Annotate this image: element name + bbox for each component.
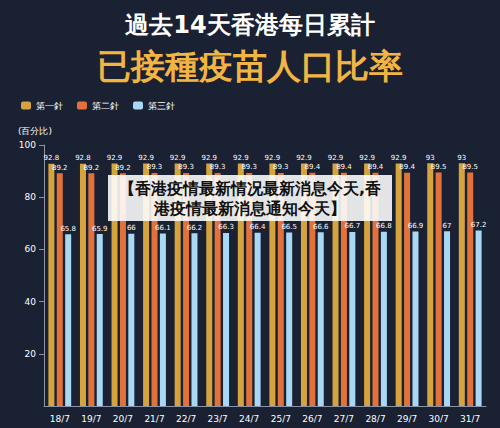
svg-text:65.8: 65.8 (60, 225, 76, 233)
svg-text:23/7: 23/7 (208, 414, 228, 424)
svg-text:89.2: 89.2 (84, 164, 100, 172)
svg-text:28/7: 28/7 (365, 414, 385, 424)
svg-text:港疫情最新消息通知今天】: 港疫情最新消息通知今天】 (153, 199, 346, 218)
svg-text:89.3: 89.3 (241, 163, 257, 171)
svg-text:60: 60 (25, 244, 37, 254)
svg-text:89.3: 89.3 (147, 163, 163, 171)
svg-text:(百分比): (百分比) (18, 126, 52, 136)
svg-text:66.8: 66.8 (376, 222, 392, 230)
svg-text:22/7: 22/7 (176, 414, 196, 424)
svg-text:24/7: 24/7 (239, 414, 259, 424)
svg-text:92.9: 92.9 (265, 154, 281, 162)
svg-text:第三針: 第三針 (148, 101, 175, 111)
svg-text:100: 100 (19, 140, 36, 150)
svg-text:25/7: 25/7 (271, 414, 291, 424)
svg-text:18/7: 18/7 (50, 414, 70, 424)
svg-text:66: 66 (127, 224, 136, 232)
svg-text:66.4: 66.4 (250, 223, 266, 231)
svg-text:89.3: 89.3 (210, 163, 226, 171)
svg-text:27/7: 27/7 (334, 414, 354, 424)
svg-text:66.5: 66.5 (281, 223, 297, 231)
svg-text:89.2: 89.2 (115, 164, 131, 172)
svg-text:26/7: 26/7 (302, 414, 322, 424)
svg-text:89.5: 89.5 (431, 163, 447, 171)
svg-text:92.9: 92.9 (233, 154, 249, 162)
svg-text:93: 93 (457, 154, 466, 162)
svg-text:92.8: 92.8 (75, 154, 91, 162)
svg-text:19/7: 19/7 (81, 414, 101, 424)
svg-text:93: 93 (426, 154, 435, 162)
svg-text:20/7: 20/7 (113, 414, 133, 424)
svg-text:89.4: 89.4 (336, 163, 352, 171)
svg-text:66.3: 66.3 (218, 223, 234, 231)
svg-text:40: 40 (25, 297, 37, 307)
svg-text:92.9: 92.9 (170, 154, 186, 162)
svg-text:過去14天香港每日累計: 過去14天香港每日累計 (125, 11, 374, 39)
svg-text:66.2: 66.2 (187, 224, 203, 232)
svg-text:31/7: 31/7 (460, 414, 480, 424)
svg-text:66.7: 66.7 (345, 222, 361, 230)
svg-text:92.9: 92.9 (328, 154, 344, 162)
svg-text:67.2: 67.2 (471, 221, 487, 229)
svg-text:30/7: 30/7 (429, 414, 449, 424)
svg-text:89.3: 89.3 (178, 163, 194, 171)
svg-text:89.4: 89.4 (368, 163, 384, 171)
svg-text:89.4: 89.4 (305, 163, 321, 171)
svg-text:92.9: 92.9 (201, 154, 217, 162)
svg-text:92.9: 92.9 (107, 154, 123, 162)
svg-text:66.1: 66.1 (155, 224, 171, 232)
svg-text:92.9: 92.9 (359, 154, 375, 162)
svg-text:65.9: 65.9 (92, 225, 108, 233)
svg-text:66.9: 66.9 (408, 222, 424, 230)
svg-text:第一針: 第一針 (36, 101, 63, 111)
svg-text:92.9: 92.9 (296, 154, 312, 162)
svg-text:【香港疫情最新情况最新消息今天,香: 【香港疫情最新情况最新消息今天,香 (119, 179, 382, 198)
svg-text:已接種疫苗人口比率: 已接種疫苗人口比率 (97, 46, 403, 86)
svg-text:80: 80 (25, 192, 37, 202)
svg-text:20: 20 (25, 349, 37, 359)
svg-text:92.9: 92.9 (391, 154, 407, 162)
svg-text:第二針: 第二針 (92, 101, 119, 111)
svg-text:92.9: 92.9 (138, 154, 154, 162)
svg-text:92.8: 92.8 (44, 154, 60, 162)
svg-text:89.2: 89.2 (52, 164, 68, 172)
svg-text:67: 67 (443, 222, 452, 230)
svg-text:29/7: 29/7 (397, 414, 417, 424)
svg-text:89.5: 89.5 (462, 163, 478, 171)
svg-text:89.3: 89.3 (273, 163, 289, 171)
svg-text:21/7: 21/7 (144, 414, 164, 424)
svg-text:89.4: 89.4 (399, 163, 415, 171)
svg-text:66.6: 66.6 (313, 223, 329, 231)
